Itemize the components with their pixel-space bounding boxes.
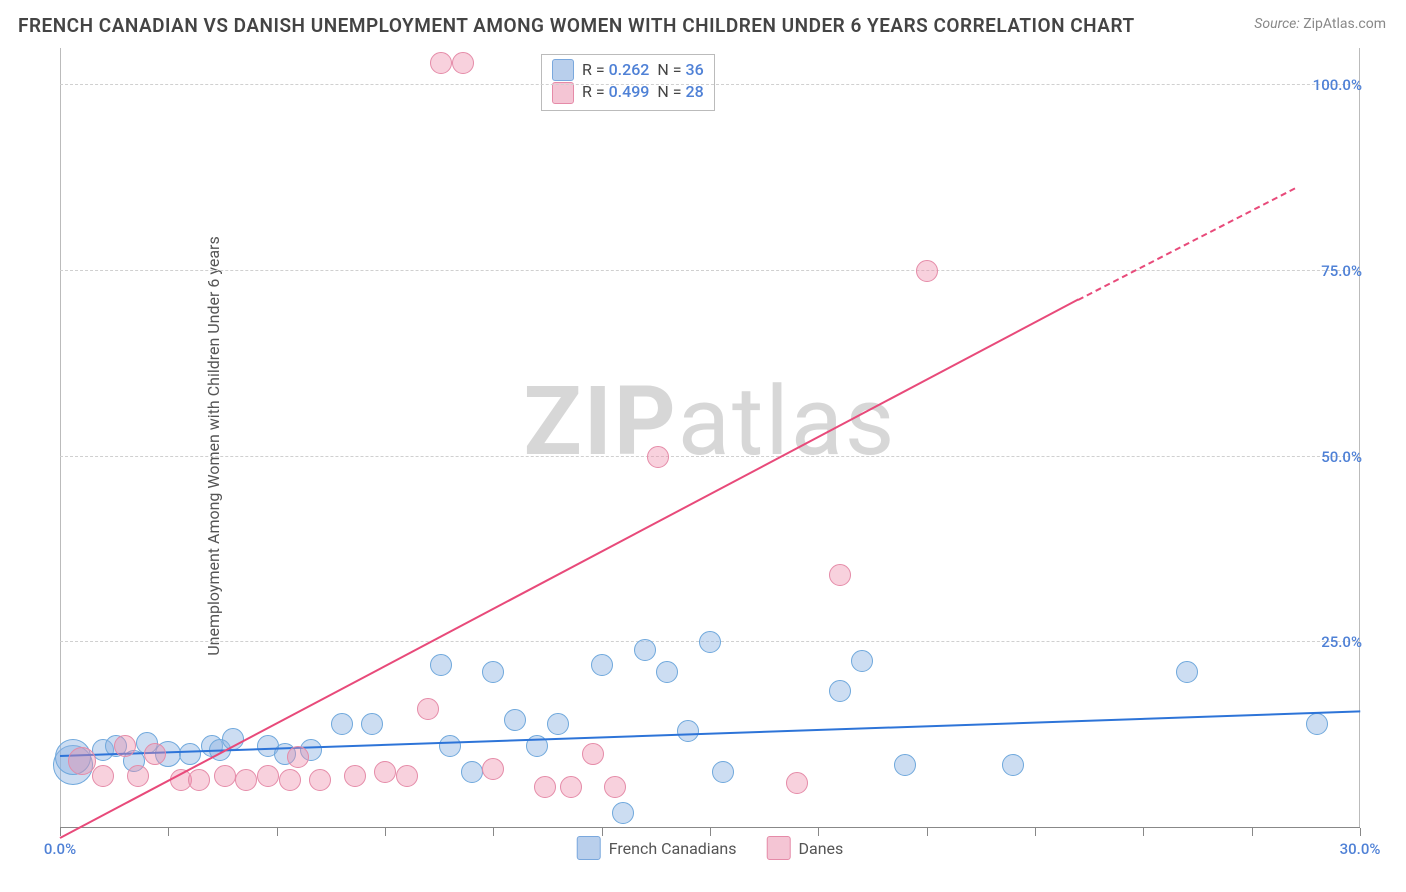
gridline bbox=[60, 84, 1360, 85]
data-point bbox=[374, 761, 396, 783]
trend-line bbox=[1078, 187, 1296, 300]
data-point bbox=[504, 709, 526, 731]
watermark: ZIPatlas bbox=[524, 366, 897, 478]
axis-left-border bbox=[60, 48, 61, 828]
y-tick-label: 50.0% bbox=[1321, 448, 1362, 466]
data-point bbox=[1002, 754, 1024, 776]
data-point bbox=[214, 765, 236, 787]
legend-item: French Canadians bbox=[577, 836, 737, 860]
legend-series: French Canadians Danes bbox=[577, 836, 844, 860]
x-tick-label: 0.0% bbox=[44, 840, 76, 858]
data-point bbox=[647, 446, 669, 468]
data-point bbox=[127, 765, 149, 787]
data-point bbox=[560, 776, 582, 798]
x-tick-label: 30.0% bbox=[1340, 840, 1381, 858]
legend-stats-text: R = 0.262 N = 36 bbox=[582, 59, 704, 81]
data-point bbox=[851, 650, 873, 672]
data-point bbox=[114, 735, 136, 757]
data-point bbox=[279, 769, 301, 791]
x-tick bbox=[277, 828, 278, 836]
data-point bbox=[894, 754, 916, 776]
legend-swatch bbox=[552, 59, 574, 81]
data-point bbox=[534, 776, 556, 798]
x-tick bbox=[493, 828, 494, 836]
data-point bbox=[829, 680, 851, 702]
data-point bbox=[591, 654, 613, 676]
data-point bbox=[144, 743, 166, 765]
data-point bbox=[634, 639, 656, 661]
chart-title: FRENCH CANADIAN VS DANISH UNEMPLOYMENT A… bbox=[18, 14, 1135, 37]
x-tick bbox=[927, 828, 928, 836]
data-point bbox=[1176, 661, 1198, 683]
data-point bbox=[1306, 713, 1328, 735]
data-point bbox=[396, 765, 418, 787]
data-point bbox=[417, 698, 439, 720]
x-tick bbox=[1252, 828, 1253, 836]
data-point bbox=[699, 631, 721, 653]
y-tick-label: 75.0% bbox=[1321, 262, 1362, 280]
x-tick bbox=[60, 828, 61, 836]
legend-stats-box: R = 0.262 N = 36R = 0.499 N = 28 bbox=[541, 54, 715, 111]
legend-stats-row: R = 0.262 N = 36 bbox=[552, 59, 704, 81]
data-point bbox=[482, 758, 504, 780]
legend-item: Danes bbox=[766, 836, 843, 860]
data-point bbox=[656, 661, 678, 683]
x-tick bbox=[1143, 828, 1144, 836]
data-point bbox=[188, 769, 210, 791]
watermark-atlas: atlas bbox=[678, 366, 897, 478]
data-point bbox=[452, 52, 474, 74]
data-point bbox=[331, 713, 353, 735]
legend-swatch bbox=[766, 836, 790, 860]
data-point bbox=[257, 765, 279, 787]
source-label: Source: bbox=[1254, 16, 1299, 32]
y-tick-label: 100.0% bbox=[1313, 76, 1362, 94]
chart-plot-area: ZIPatlas R = 0.262 N = 36R = 0.499 N = 2… bbox=[60, 48, 1360, 828]
data-point bbox=[786, 772, 808, 794]
data-point bbox=[179, 743, 201, 765]
gridline bbox=[60, 456, 1360, 457]
trend-line bbox=[60, 299, 1079, 839]
data-point bbox=[92, 765, 114, 787]
gridline bbox=[60, 270, 1360, 271]
data-point bbox=[461, 761, 483, 783]
data-point bbox=[439, 735, 461, 757]
data-point bbox=[430, 654, 452, 676]
x-tick bbox=[602, 828, 603, 836]
y-tick-label: 25.0% bbox=[1321, 633, 1362, 651]
data-point bbox=[604, 776, 626, 798]
source-value: ZipAtlas.com bbox=[1303, 16, 1386, 32]
legend-label: Danes bbox=[798, 839, 843, 858]
source-attribution: Source: ZipAtlas.com bbox=[1254, 16, 1386, 32]
data-point bbox=[235, 769, 257, 791]
data-point bbox=[677, 720, 699, 742]
data-point bbox=[829, 564, 851, 586]
data-point bbox=[547, 713, 569, 735]
data-point bbox=[916, 260, 938, 282]
data-point bbox=[612, 802, 634, 824]
data-point bbox=[309, 769, 331, 791]
x-tick bbox=[385, 828, 386, 836]
x-tick bbox=[1035, 828, 1036, 836]
x-tick bbox=[168, 828, 169, 836]
x-tick bbox=[818, 828, 819, 836]
data-point bbox=[68, 747, 96, 775]
data-point bbox=[482, 661, 504, 683]
data-point bbox=[712, 761, 734, 783]
data-point bbox=[430, 52, 452, 74]
x-tick bbox=[1360, 828, 1361, 836]
x-tick bbox=[710, 828, 711, 836]
legend-label: French Canadians bbox=[609, 839, 737, 858]
legend-swatch bbox=[577, 836, 601, 860]
data-point bbox=[361, 713, 383, 735]
data-point bbox=[287, 746, 309, 768]
data-point bbox=[344, 765, 366, 787]
data-point bbox=[582, 743, 604, 765]
